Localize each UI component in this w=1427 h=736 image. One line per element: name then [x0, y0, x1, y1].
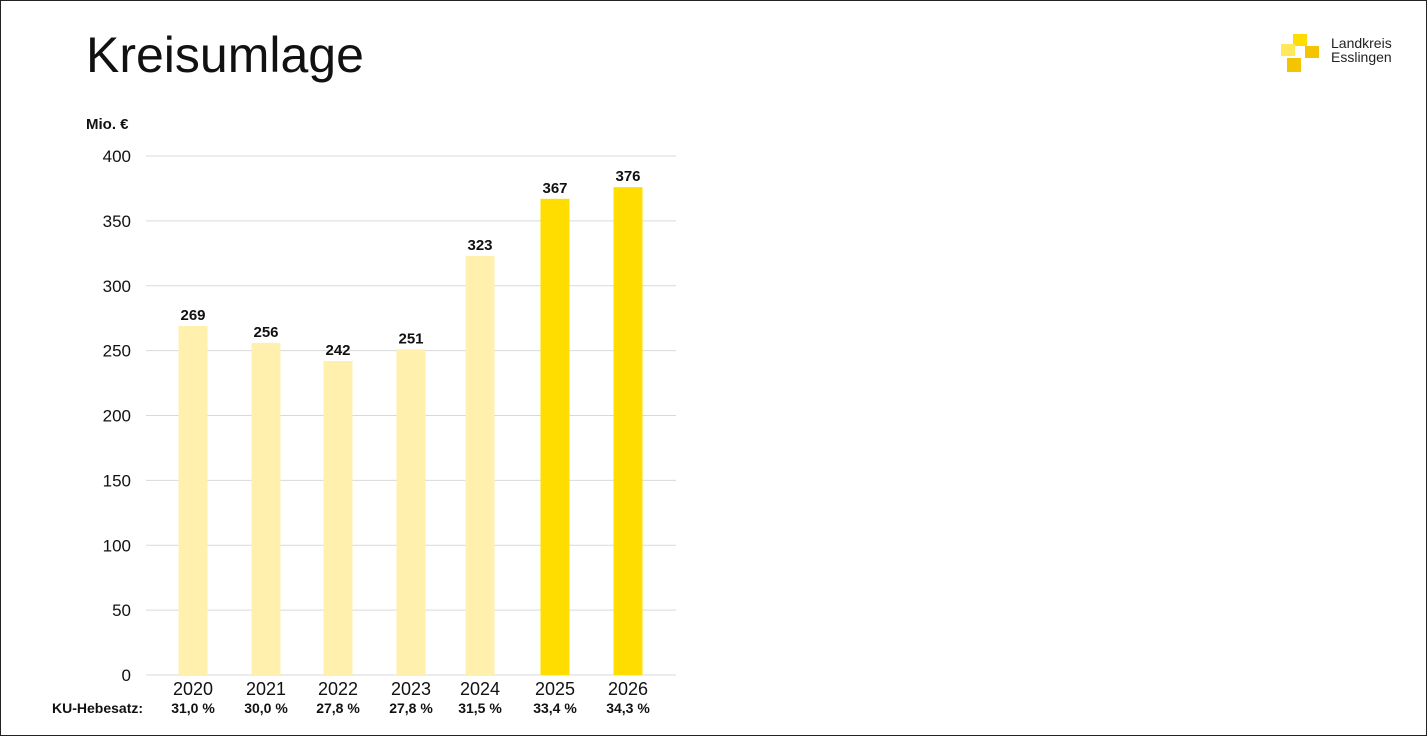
bar-value-label: 242 [325, 342, 350, 359]
landkreis-logo-icon [1281, 34, 1319, 72]
x-tick-label: 2022 [318, 679, 358, 699]
hebesatz-value: 27,8 % [389, 700, 433, 716]
x-tick-label: 2024 [460, 679, 500, 699]
bar [465, 255, 495, 675]
bar [540, 198, 570, 675]
x-tick-label: 2021 [246, 679, 286, 699]
x-tick-label: 2026 [608, 679, 648, 699]
logo-text: Landkreis Esslingen [1331, 36, 1392, 64]
hebesatz-value: 33,4 % [533, 700, 577, 716]
y-tick-label: 150 [103, 471, 131, 490]
logo-line2: Esslingen [1331, 49, 1392, 65]
y-tick-label: 50 [112, 601, 131, 620]
y-tick-label: 400 [103, 147, 131, 166]
hebesatz-value: 31,0 % [171, 700, 215, 716]
y-tick-label: 300 [103, 277, 131, 296]
x-tick-label: 2023 [391, 679, 431, 699]
y-axis-unit: Mio. € [86, 116, 129, 133]
y-tick-label: 100 [103, 536, 131, 555]
hebesatz-value: 30,0 % [244, 700, 288, 716]
logo-line1: Landkreis [1331, 35, 1392, 51]
x-tick-label: 2025 [535, 679, 575, 699]
bar [396, 349, 426, 675]
hebesatz-value: 34,3 % [606, 700, 650, 716]
y-tick-label: 200 [103, 407, 131, 426]
bar-value-label: 256 [253, 324, 278, 341]
bar [251, 342, 281, 675]
bar [613, 187, 643, 675]
bar-value-label: 269 [180, 307, 205, 324]
hebesatz-value: 27,8 % [316, 700, 360, 716]
bar-value-label: 251 [398, 330, 423, 347]
bar [323, 361, 353, 675]
bar-value-label: 367 [542, 180, 567, 197]
x-tick-label: 2020 [173, 679, 213, 699]
hebesatz-label: KU-Hebesatz: [52, 700, 144, 716]
hebesatz-value: 31,5 % [458, 700, 502, 716]
y-tick-label: 0 [122, 666, 131, 685]
y-tick-label: 250 [103, 342, 131, 361]
bar-value-label: 323 [467, 237, 492, 254]
bar-value-label: 376 [615, 168, 640, 185]
page-title: Kreisumlage [86, 27, 364, 83]
y-tick-label: 350 [103, 212, 131, 231]
bar [178, 325, 208, 675]
